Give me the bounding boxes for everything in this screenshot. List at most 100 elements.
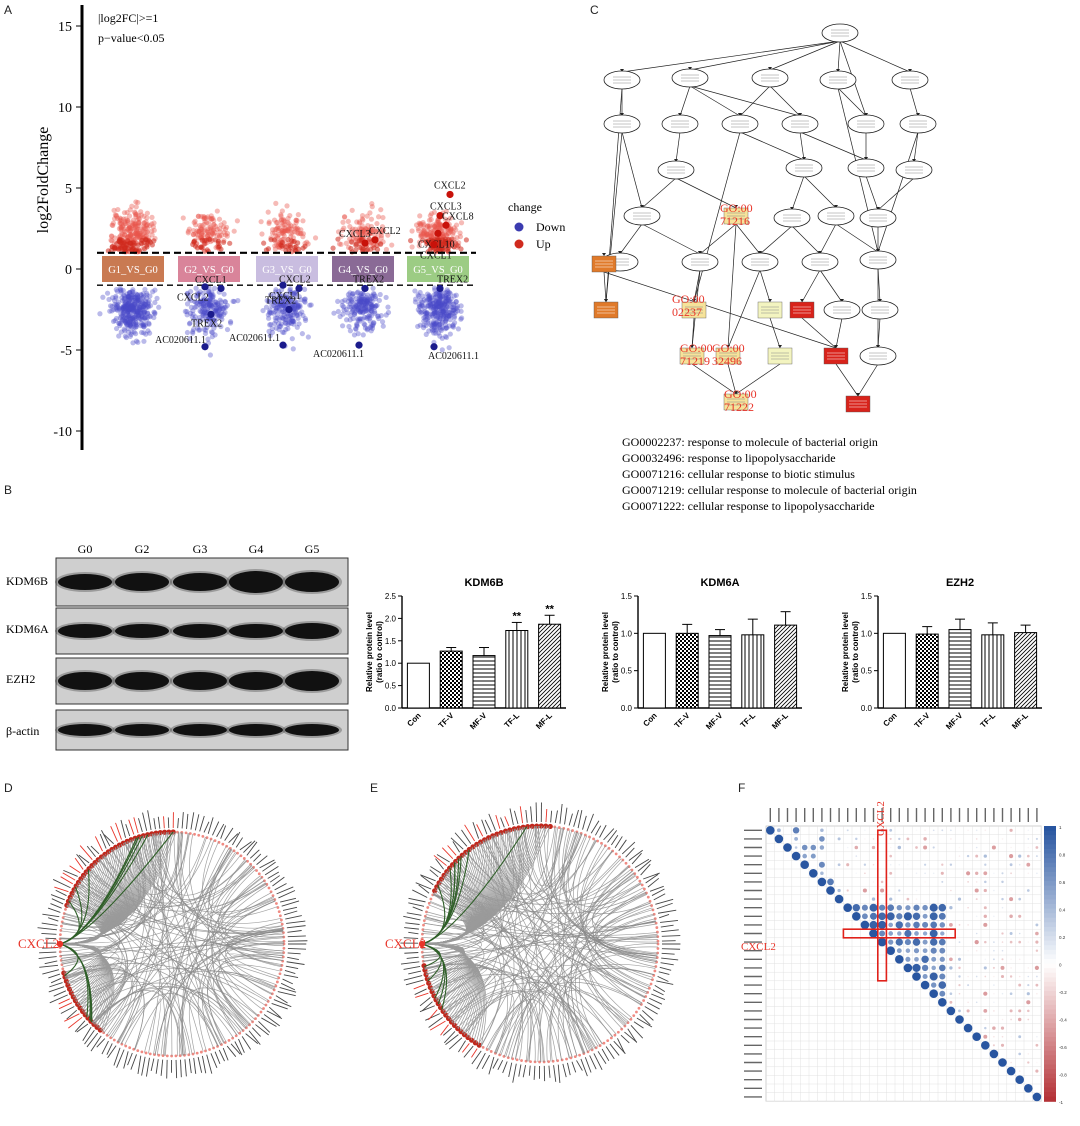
volcano-point-down [119, 305, 125, 311]
circos-gene-label [415, 882, 432, 890]
circos-gene-label [464, 824, 476, 842]
volcano-point-down [357, 304, 363, 310]
volcano-point-down [264, 297, 270, 304]
volcano-point-down [335, 298, 341, 305]
volcano-point-up [208, 213, 214, 219]
volcano-gene-label: CXCL2 [434, 180, 466, 191]
volcano-point-up [200, 232, 206, 238]
volcano-point-down [353, 295, 360, 302]
volcano-point-down [206, 300, 212, 307]
volcano-point-down [355, 316, 361, 322]
volcano-point-down [138, 291, 144, 298]
volcano-point-up [280, 230, 287, 237]
circos-gene-label [519, 806, 524, 824]
volcano-point-down [122, 300, 128, 306]
volcano-point-down [197, 327, 203, 333]
circos-gene-label [408, 970, 422, 975]
corr-cell [958, 855, 961, 857]
corr-cell [922, 973, 928, 980]
volcano-point-down [201, 297, 208, 303]
corr-cell [921, 964, 929, 972]
volcano-point-down [139, 329, 145, 336]
volcano-point-up [128, 232, 134, 238]
volcano-point-down [134, 310, 140, 316]
corr-cell [914, 931, 919, 936]
corr-scale-segment [1044, 899, 1056, 905]
volcano-point-up [271, 217, 278, 223]
volcano-point-down [291, 318, 297, 325]
go-edge [839, 40, 911, 73]
volcano-highlight-point [285, 305, 293, 314]
volcano-point-down [200, 301, 206, 307]
corr-col-highlight-label: CXCL2 [875, 801, 887, 836]
volcano-point-down [117, 285, 123, 291]
volcano-point-up [218, 222, 224, 228]
circos-node [616, 1030, 620, 1034]
volcano-point-up [374, 246, 381, 253]
volcano-point-up [208, 232, 214, 238]
volcano-point-down [118, 289, 124, 295]
volcano-point-down [219, 309, 225, 315]
volcano-point-down [142, 310, 148, 316]
volcano-point-up [271, 237, 278, 243]
corr-cell [904, 929, 912, 938]
volcano-point-down [133, 319, 139, 326]
volcano-point-up [283, 228, 289, 234]
corr-cell [1036, 992, 1038, 995]
circos-gene-label [649, 997, 663, 1005]
volcano-point-down [371, 320, 377, 326]
go-edge [769, 317, 781, 349]
volcano-point-down [298, 297, 304, 303]
go-edge [727, 223, 737, 349]
circos-node [165, 1054, 169, 1058]
circos-node [60, 924, 63, 928]
volcano-point-up [198, 226, 204, 232]
volcano-point-down [127, 305, 134, 311]
volcano-point-up [269, 227, 276, 233]
corr-cell [958, 992, 961, 995]
volcano-point-down [287, 319, 293, 325]
volcano-point-up [122, 219, 128, 225]
circos-gene-label [471, 1050, 482, 1065]
volcano-point-up [197, 222, 203, 229]
volcano-point-up [111, 207, 117, 213]
volcano-point-down [147, 293, 153, 299]
volcano-point-down [209, 329, 216, 336]
volcano-point-down [364, 314, 370, 320]
volcano-point-down [116, 306, 122, 312]
volcano-point-up [118, 218, 125, 224]
volcano-point-down [119, 318, 125, 324]
corr-cell [1001, 932, 1004, 935]
volcano-point-down [346, 304, 352, 310]
corr-cell [889, 897, 893, 901]
corr-scale-segment [1044, 876, 1056, 882]
volcano-point-down [128, 315, 135, 322]
corr-cell [1001, 958, 1004, 961]
corr-scale-segment [1044, 1064, 1056, 1070]
volcano-point-up [275, 223, 281, 230]
volcano-point-up [345, 218, 351, 224]
volcano-point-down [193, 293, 200, 299]
volcano-point-up [144, 210, 150, 216]
volcano-point-up [127, 228, 133, 234]
volcano-point-up [273, 233, 279, 239]
volcano-point-up [133, 227, 140, 233]
volcano-point-up [224, 233, 230, 239]
volcano-point-down [451, 307, 457, 313]
volcano-point-up [127, 232, 134, 238]
volcano-point-up [131, 209, 138, 215]
corr-cell [1001, 949, 1004, 952]
corr-cell [1035, 983, 1039, 987]
volcano-point-down [202, 330, 209, 336]
circos-node [227, 1039, 231, 1042]
volcano-point-up [208, 225, 214, 231]
volcano-point-up [117, 217, 123, 224]
corr-cell [898, 837, 901, 841]
corr-scale-segment [1044, 890, 1056, 896]
corr-cell [1035, 923, 1039, 927]
go-edge [799, 131, 805, 161]
corr-scale-segment [1044, 1032, 1056, 1038]
corr-cell [983, 922, 988, 927]
